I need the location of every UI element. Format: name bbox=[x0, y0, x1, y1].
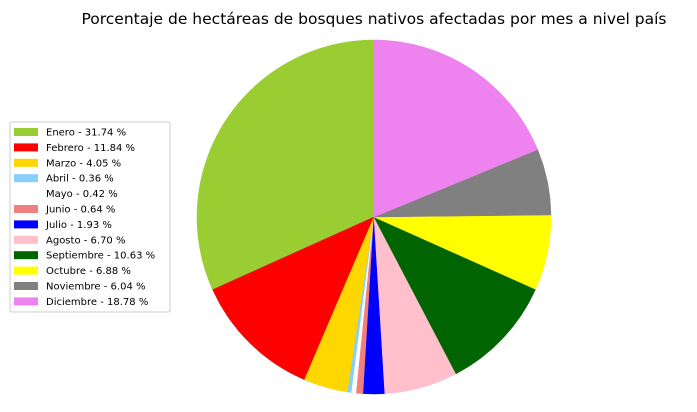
legend-label-marzo: Marzo - 4.05 % bbox=[46, 158, 121, 169]
chart-title: Porcentaje de hectáreas de bosques nativ… bbox=[81, 10, 666, 28]
legend-label-octubre: Octubre - 6.88 % bbox=[46, 266, 131, 277]
legend-frame bbox=[9, 121, 171, 313]
legend-swatch-marzo bbox=[14, 158, 38, 167]
legend-label-septiembre: Septiembre - 10.63 % bbox=[46, 251, 155, 262]
pie-slices bbox=[196, 39, 552, 395]
legend-swatch-diciembre bbox=[14, 297, 38, 306]
pie-slice-enero bbox=[196, 39, 375, 291]
legend-label-agosto: Agosto - 6.70 % bbox=[46, 235, 125, 246]
legend-swatch-abril bbox=[14, 174, 38, 183]
legend-swatch-julio bbox=[14, 220, 38, 229]
legend-label-enero: Enero - 31.74 % bbox=[46, 128, 126, 139]
legend-swatch-junio bbox=[14, 205, 38, 213]
legend-swatch-mayo bbox=[14, 189, 38, 198]
pie-slice-diciembre bbox=[373, 39, 538, 218]
legend-label-febrero: Febrero - 11.84 % bbox=[46, 143, 135, 154]
pie-slice-febrero bbox=[212, 216, 375, 381]
pie-slice-septiembre bbox=[373, 216, 536, 375]
legend-swatch-noviembre bbox=[14, 282, 38, 290]
legend-swatch-octubre bbox=[14, 266, 38, 275]
legend-label-mayo: Mayo - 0.42 % bbox=[46, 189, 118, 200]
legend-swatch-agosto bbox=[14, 235, 38, 244]
legend-swatch-febrero bbox=[14, 143, 38, 152]
legend-label-noviembre: Noviembre - 6.04 % bbox=[46, 282, 146, 293]
legend-swatch-septiembre bbox=[14, 251, 38, 260]
legend-label-julio: Julio - 1.93 % bbox=[45, 220, 112, 231]
legend: Enero - 31.74 % Febrero - 11.84 % Marzo - … bbox=[9, 121, 171, 313]
legend-label-diciembre: Diciembre - 18.78 % bbox=[46, 297, 148, 308]
legend-swatch-enero bbox=[14, 128, 38, 136]
legend-label-abril: Abril - 0.36 % bbox=[46, 174, 114, 185]
legend-label-junio: Junio - 0.64 % bbox=[45, 205, 115, 216]
